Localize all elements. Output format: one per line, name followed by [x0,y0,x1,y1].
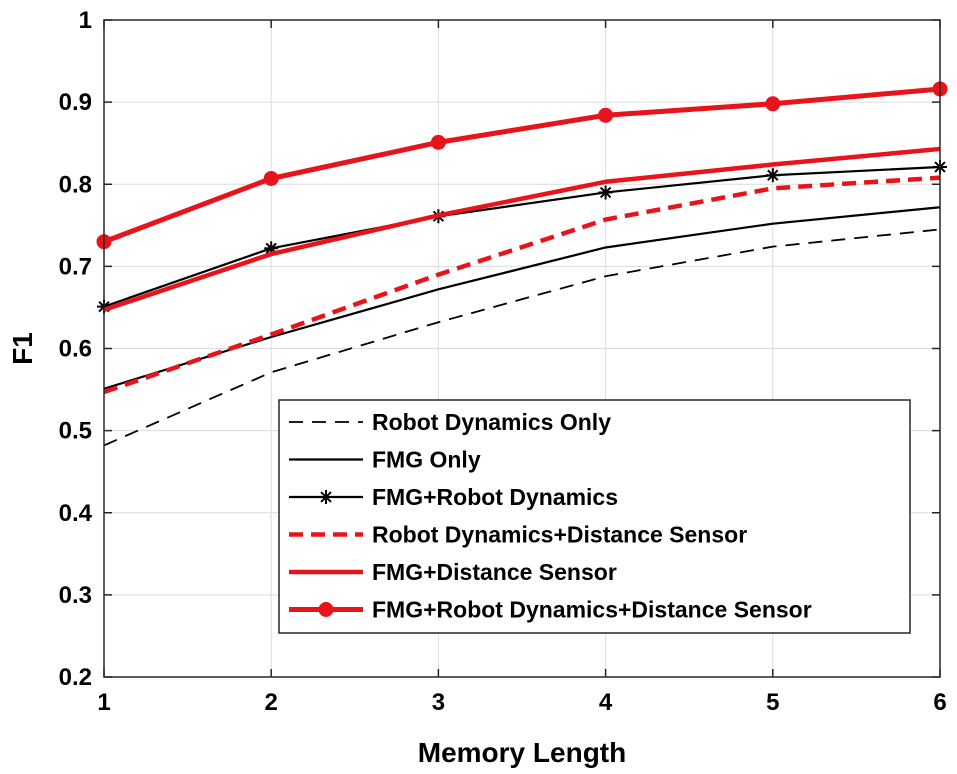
legend-label: Robot Dynamics Only [372,409,611,435]
series-4 [103,175,941,395]
star-stroke [320,491,332,503]
legend-entry: FMG Only [289,447,481,473]
data-point [319,490,333,504]
y-tick-label: 0.7 [59,253,92,280]
x-axis-title: Memory Length [418,737,626,768]
series-line [103,206,941,390]
star-stroke [265,242,277,254]
y-axis-title: F1 [7,332,38,365]
series-line [103,228,941,447]
y-tick-label: 0.4 [59,500,93,527]
x-tick-label: 3 [432,689,445,716]
data-point [598,107,614,123]
y-tick-label: 0.5 [59,418,92,445]
star-stroke [599,186,612,199]
y-tick-label: 0.3 [59,582,92,609]
legend: Robot Dynamics Only FMG Only FMG+Robot Dyn… [278,399,911,634]
legend-entry: FMG+Robot Dynamics+Distance Sensor [289,597,812,623]
x-tick-label: 1 [97,689,110,716]
y-tick-label: 0.9 [59,89,92,116]
legend-entry: Robot Dynamics Only [289,409,611,435]
legend-label: FMG+Distance Sensor [372,559,617,585]
legend-entry: FMG+Distance Sensor [289,559,617,585]
data-point [598,185,613,200]
star-stroke [767,169,779,181]
data-point [263,171,279,187]
ticks: 1 2 3 4 5 6 0.2 0.3 0.4 0.5 0.6 0.7 0.8 0.9 1 [59,7,947,716]
series-line [103,86,941,245]
x-tick-label: 5 [766,689,779,716]
data-point [765,96,781,112]
series-layer [96,81,948,447]
legend-label: FMG Only [372,447,481,473]
series-line [103,146,941,313]
series-1 [103,228,941,447]
y-tick-label: 0.6 [59,336,92,363]
data-point [765,168,780,183]
legend-entry: FMG+Robot Dynamics [289,484,618,510]
x-tick-label: 2 [265,689,278,716]
data-point [430,134,446,150]
series-6 [96,81,948,250]
legend-box [278,399,911,634]
data-point [318,602,334,617]
y-tick-label: 1 [79,7,92,34]
series-5 [103,146,941,313]
legend-label: FMG+Robot Dynamics+Distance Sensor [372,597,812,623]
x-tick-label: 4 [599,689,613,716]
series-line [103,175,941,395]
y-tick-label: 0.8 [59,171,92,198]
series-2 [103,206,941,390]
x-tick-label: 6 [933,689,946,716]
legend-label: FMG+Robot Dynamics [372,484,618,510]
legend-entry: Robot Dynamics+Distance Sensor [289,522,747,548]
series-line [103,165,941,308]
y-tick-label: 0.2 [59,664,92,691]
legend-label: Robot Dynamics+Distance Sensor [372,522,747,548]
